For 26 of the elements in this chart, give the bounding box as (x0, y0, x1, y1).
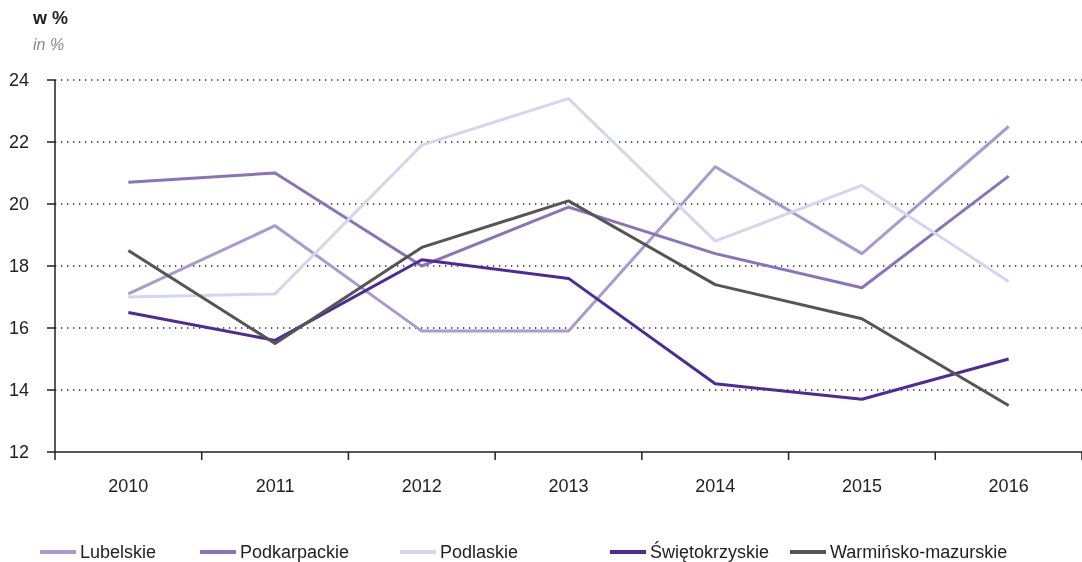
legend-label: Lubelskie (80, 542, 157, 562)
line-series (126, 125, 1011, 333)
x-tick-label: 2012 (401, 476, 442, 496)
line-series (126, 258, 1011, 401)
legend-label: Warmińsko-mazurskie (830, 542, 1008, 562)
y-tick-label: 18 (8, 256, 29, 277)
x-tick-label: 2016 (988, 476, 1029, 496)
x-tick-label: 2010 (108, 476, 149, 496)
x-tick-label: 2015 (841, 476, 882, 496)
y-tick-label: 20 (8, 194, 29, 215)
legend-label: Podkarpackie (240, 542, 350, 562)
legend-label: Podlaskie (440, 542, 519, 562)
chart-subtitle: in % (33, 36, 65, 53)
y-tick-label: 16 (8, 318, 29, 339)
y-tick-label: 24 (8, 70, 29, 91)
x-tick-label: 2011 (255, 476, 295, 496)
x-tick-label: 2013 (548, 476, 589, 496)
line-series (126, 97, 1011, 299)
line-series (126, 199, 1011, 407)
y-tick-label: 22 (8, 132, 29, 153)
line-series (126, 171, 1011, 290)
legend-label: Świętokrzyskie (650, 541, 770, 562)
y-axis-title: w % (32, 8, 69, 28)
y-tick-label: 12 (8, 442, 29, 463)
y-tick-label: 14 (8, 380, 29, 401)
x-tick-label: 2014 (695, 476, 736, 496)
